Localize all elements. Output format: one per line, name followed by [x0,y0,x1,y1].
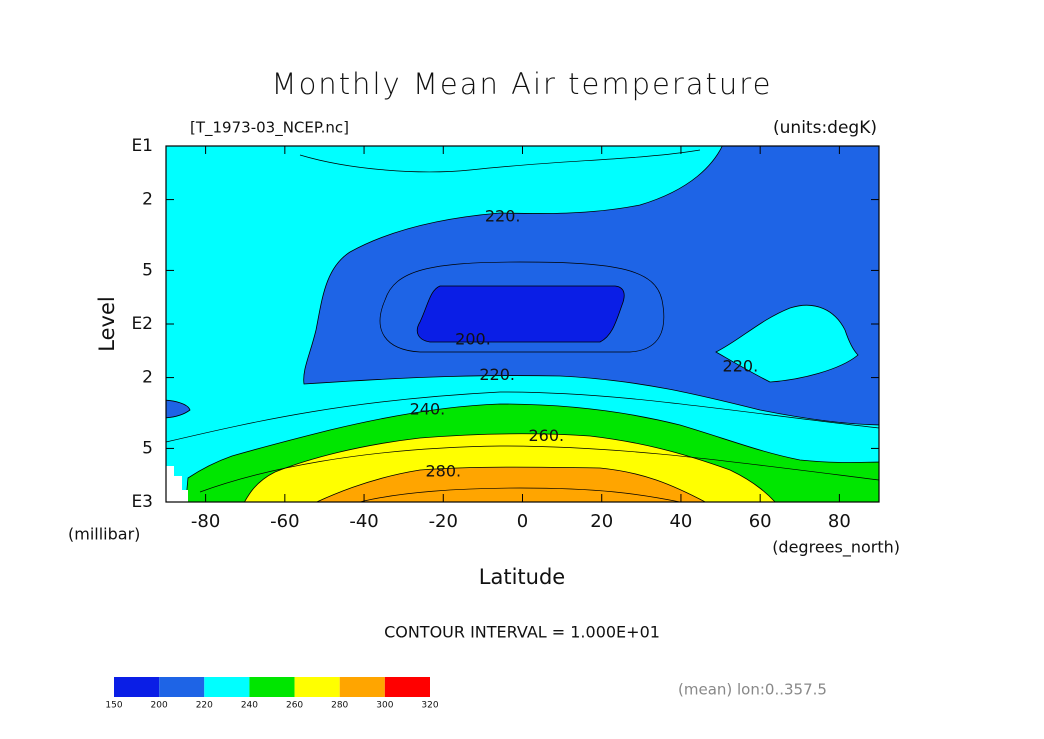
missing-data [182,490,188,502]
x-tick-label: 0 [517,511,528,532]
colorbar-label: 150 [105,701,122,711]
colorbar-label: 200 [151,701,168,711]
colorbar-swatch [114,677,160,697]
colorbar-label: 300 [376,701,393,711]
missing-data [174,476,182,502]
x-tick-label: -40 [349,511,378,532]
note: (mean) lon:0..357.5 [678,681,827,699]
contour-label: 280. [425,462,461,481]
colorbar-swatch [159,677,205,697]
colorbar-label: 240 [241,701,258,711]
colorbar-swatch [294,677,340,697]
x-tick-label: 60 [749,511,772,532]
contour-label: 220. [723,356,759,375]
contour-label: 220. [479,365,515,384]
chart-title: Monthly Mean Air temperature [272,67,773,101]
x-unit: (degrees_north) [772,538,900,558]
colorbar-label: 280 [331,701,348,711]
x-tick-label: -20 [429,511,458,532]
y-tick-label: 2 [142,190,153,210]
missing-data [166,466,174,502]
y-tick-label: 5 [142,438,153,458]
x-tick-label: -60 [270,511,299,532]
contour-label: 200. [455,330,491,349]
y-tick-label: 5 [142,260,153,280]
y-tick-label: E1 [131,136,153,156]
contour-fill [715,304,859,383]
y-tick-label: 2 [142,368,153,388]
colorbar-swatch [204,677,250,697]
colorbar-label: 260 [286,701,303,711]
contour-fills [166,146,879,502]
x-tick-label: 80 [828,511,851,532]
contour-fill [315,466,707,502]
subtitle: [T_1973-03_NCEP.nc] [190,119,349,138]
x-axis-label: Latitude [479,565,565,589]
colorbar-swatch [384,677,430,697]
x-tick-label: 40 [669,511,692,532]
y-tick-label: E2 [131,314,153,334]
footer: CONTOUR INTERVAL = 1.000E+01 [384,623,660,642]
x-tick-label: -80 [191,511,220,532]
units: (units:degK) [773,118,877,138]
contour-fill [166,399,191,419]
x-tick-label: 20 [590,511,613,532]
colorbar-swatch [339,677,385,697]
contour-label: 240. [410,399,446,418]
y-axis-label: Level [95,296,119,351]
contour-fill [416,285,625,343]
colorbar-label: 220 [196,701,213,711]
y-tick-label: E3 [131,492,153,512]
colorbar-swatch [249,677,295,697]
contour-label: 260. [528,426,564,445]
contour-label: 220. [485,206,521,225]
y-unit: (millibar) [68,525,140,544]
colorbar-label: 320 [421,701,438,711]
